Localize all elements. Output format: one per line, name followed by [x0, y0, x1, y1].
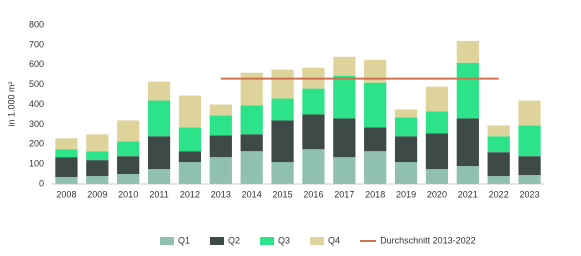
bar-segment	[178, 127, 202, 152]
bar-segment	[394, 162, 418, 184]
x-tick-label: 2011	[149, 189, 168, 199]
bar-segment	[86, 134, 109, 152]
bar-segment	[518, 125, 541, 157]
bar-segment	[240, 105, 263, 135]
bar-segment	[456, 166, 479, 184]
x-tick-label: 2021	[458, 189, 478, 199]
bar-segment	[147, 81, 171, 101]
bar-segment	[117, 156, 140, 175]
legend-swatch	[310, 237, 325, 245]
x-tick-label: 2010	[118, 189, 138, 199]
bar-segment	[271, 162, 294, 184]
bar-segment	[55, 157, 78, 178]
legend-label: Q3	[278, 235, 290, 245]
bar-segment	[86, 151, 109, 161]
y-tick-label: 800	[29, 19, 44, 29]
bar-segment	[209, 157, 232, 184]
x-tick-label: 2013	[211, 189, 231, 199]
y-axis-label: in 1.000 m²	[6, 81, 16, 126]
bar-segment	[55, 177, 78, 184]
x-tick-label: 2019	[396, 189, 416, 199]
bar-segment	[364, 82, 387, 128]
bar-segment	[117, 141, 140, 157]
bar-segment	[240, 72, 263, 106]
y-tick-label: 0	[39, 178, 44, 188]
legend-label: Q1	[178, 235, 190, 245]
y-tick-label: 600	[29, 59, 44, 69]
bar-segment	[364, 59, 387, 83]
bar-segment	[240, 151, 263, 184]
bar-segment	[518, 175, 541, 184]
bar-segment	[302, 88, 325, 115]
x-tick-label: 2022	[489, 189, 509, 199]
y-tick-label: 400	[29, 99, 44, 109]
bar-segment	[271, 98, 294, 121]
bar-segment	[487, 125, 510, 137]
bar-segment	[209, 135, 232, 158]
legend-label: Q2	[228, 235, 240, 245]
bar-segment	[117, 174, 140, 184]
bar-segment	[487, 136, 510, 153]
y-tick-label: 500	[29, 79, 44, 89]
y-tick-label: 100	[29, 159, 44, 169]
legend-swatch	[160, 237, 174, 245]
legend-swatch	[210, 237, 225, 245]
bar-segment	[425, 86, 449, 112]
bar-segment	[394, 136, 418, 163]
x-tick-label: 2014	[242, 189, 262, 199]
x-tick-label: 2023	[520, 189, 540, 199]
bar-segment	[86, 160, 109, 177]
bar-segment	[55, 149, 78, 158]
bar-segment	[394, 117, 418, 137]
x-tick-label: 2020	[427, 189, 447, 199]
bar-segment	[209, 115, 232, 136]
bar-segment	[333, 157, 356, 184]
bar-segment	[147, 169, 171, 184]
bar-segment	[86, 176, 109, 184]
bar-segment	[456, 62, 479, 119]
bar-segment	[425, 111, 449, 134]
bar-segment	[456, 40, 479, 63]
y-tick-label: 300	[29, 119, 44, 129]
x-tick-label: 2009	[87, 189, 107, 199]
legend-label: Q4	[328, 235, 340, 245]
bar-segment	[364, 151, 387, 184]
x-tick-label: 2012	[180, 189, 200, 199]
legend-swatch	[260, 237, 275, 245]
bar-segment	[425, 169, 449, 184]
bar-segment	[333, 56, 356, 76]
bar-segment	[364, 127, 387, 152]
bar-segment	[425, 133, 449, 170]
bar-segment	[240, 134, 263, 152]
bar-segment	[518, 100, 541, 126]
bar-segment	[456, 118, 479, 167]
x-tick-label: 2008	[56, 189, 76, 199]
x-tick-label: 2016	[303, 189, 323, 199]
bar-segment	[178, 162, 202, 184]
bar-segment	[147, 136, 171, 170]
y-tick-label: 200	[29, 139, 44, 149]
bar-segment	[302, 149, 325, 184]
bar-segment	[271, 120, 294, 163]
bar-segment	[271, 69, 294, 99]
bar-segment	[209, 104, 232, 116]
bar-segment	[302, 114, 325, 150]
legend-label: Durchschnitt 2013-2022	[380, 235, 476, 245]
x-tick-label: 2017	[334, 189, 354, 199]
bar-segment	[394, 109, 418, 118]
bar-segment	[147, 100, 171, 137]
bar-segment	[518, 156, 541, 176]
bar-segment	[117, 120, 140, 142]
bar-segment	[487, 152, 510, 177]
x-tick-label: 2018	[365, 189, 385, 199]
bar-segment	[178, 95, 202, 128]
bar-segment	[487, 176, 510, 184]
bar-segment	[178, 151, 202, 163]
x-tick-label: 2015	[273, 189, 293, 199]
bar-segment	[333, 118, 356, 158]
bar-segment	[55, 138, 78, 150]
y-tick-label: 700	[29, 39, 44, 49]
bar-segment	[333, 75, 356, 119]
